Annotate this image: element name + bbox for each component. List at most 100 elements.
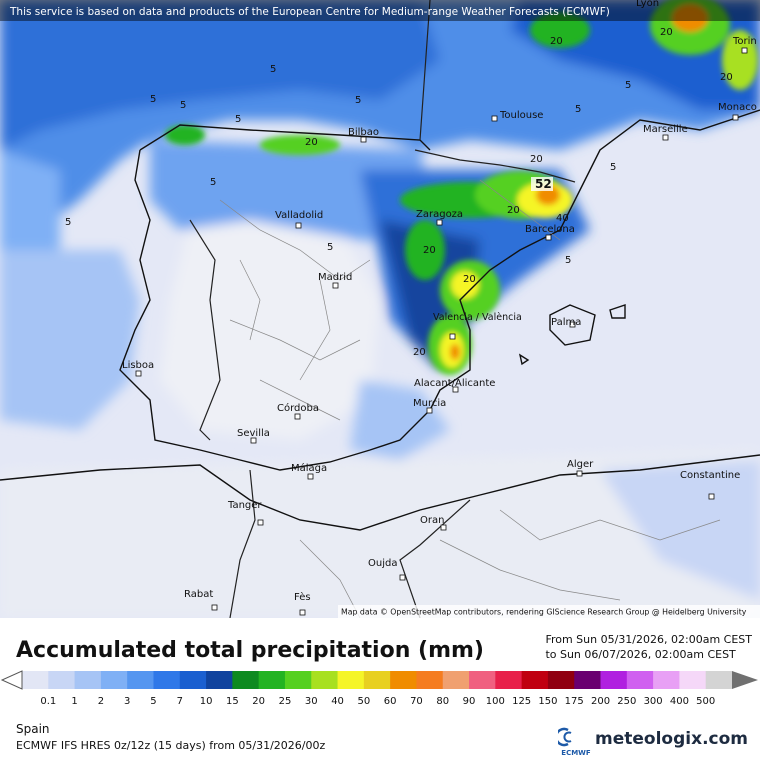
colorbar-swatch (600, 671, 628, 689)
svg-text:Fès: Fès (294, 591, 311, 603)
city-lisboa: Lisboa (122, 360, 154, 377)
contour-label: 5 (610, 162, 616, 173)
colorbar-swatch (653, 671, 680, 689)
colorbar-swatch (206, 671, 233, 689)
colorbar-tick-label: 40 (331, 696, 344, 707)
contour-label: 40 (556, 213, 569, 224)
colorbar-swatch (547, 671, 575, 689)
colorbar-swatch (179, 671, 207, 689)
city-labels: Bilbao Toulouse Marseille Monaco Torin L… (122, 0, 757, 616)
contour-label: 5 (65, 217, 71, 228)
max-value-label: 52 (535, 177, 552, 191)
contour-label: 20 (530, 154, 543, 165)
svg-text:Oran: Oran (420, 515, 444, 526)
svg-text:Zaragoza: Zaragoza (416, 209, 463, 220)
contour-label: 20 (720, 72, 733, 83)
svg-text:Marseille: Marseille (643, 124, 688, 135)
contour-label: 20 (507, 205, 520, 216)
colorbar-swatch (495, 671, 523, 689)
contour-label: 5 (150, 94, 156, 105)
contour-label: 5 (355, 95, 361, 106)
colorbar-tick-label: 0.1 (40, 696, 56, 707)
contour-labels: 5 5 5 5 5 5 5 5 5 5 5 5 20 20 20 20 20 2… (65, 27, 733, 358)
svg-text:Lisboa: Lisboa (122, 360, 154, 371)
colorbar: 0.1 1 2 3 5 7 10 15 20 25 30 40 50 60 70 80 90 100 125 150 1… (0, 670, 758, 707)
brand-text[interactable]: meteologix.com (595, 729, 748, 749)
colorbar-swatch (679, 671, 707, 689)
contour-label: 20 (423, 245, 436, 256)
colorbar-tick-label: 70 (410, 696, 423, 707)
region-label: Spain (16, 722, 50, 736)
colorbar-swatch (284, 671, 312, 689)
date-range: From Sun 05/31/2026, 02:00am CEST to Sun… (545, 632, 752, 662)
colorbar-tick-label: 30 (305, 696, 318, 707)
colorbar-tick-label: 20 (252, 696, 265, 707)
colorbar-swatch (311, 671, 339, 689)
colorbar-tick-label: 25 (279, 696, 292, 707)
city-rabat: Rabat (184, 589, 218, 611)
model-info: ECMWF IFS HRES 0z/12z (15 days) from 05/… (16, 739, 326, 752)
contour-label: 20 (463, 274, 476, 285)
contour-label: 20 (413, 347, 426, 358)
banner-background (0, 0, 760, 21)
map-canvas: 5 5 5 5 5 5 5 5 5 5 5 5 20 20 20 20 20 2… (0, 0, 760, 619)
svg-text:Barcelona: Barcelona (525, 224, 575, 235)
colorbar-swatch (100, 671, 128, 689)
city-murcia: Murcia (413, 398, 446, 414)
colorbar-tick-label: 5 (150, 696, 156, 707)
city-madrid: Madrid (318, 272, 352, 289)
city-monaco: Monaco (718, 102, 757, 121)
svg-text:Sevilla: Sevilla (237, 428, 270, 439)
colorbar-swatch (469, 671, 496, 689)
colorbar-tick-label: 2 (98, 696, 104, 707)
ecmwf-banner: This service is based on data and produc… (9, 6, 610, 18)
colorbar-tick-label: 175 (565, 696, 584, 707)
colorbar-tick-label: 7 (177, 696, 183, 707)
city-alicante: Alacant/Alicante (414, 378, 495, 393)
svg-text:Murcia: Murcia (413, 398, 446, 409)
colorbar-tick-label: 250 (617, 696, 636, 707)
city-palma: Palma (551, 317, 581, 328)
colorbar-swatch (390, 671, 417, 689)
city-valladolid: Valladolid (275, 210, 323, 229)
contour-label: 5 (625, 80, 631, 91)
colorbar-tick-label: 100 (486, 696, 505, 707)
colorbar-tick-label: 300 (644, 696, 663, 707)
svg-text:Palma: Palma (551, 317, 581, 328)
colorbar-swatch (626, 671, 654, 689)
svg-text:Alacant/Alicante: Alacant/Alicante (414, 378, 495, 389)
ecmwf-logo: ECMWF (558, 727, 591, 757)
city-tanger: Tanger (227, 500, 264, 526)
city-bilbao: Bilbao (348, 127, 379, 143)
legend-footer: Accumulated total precipitation (mm) Fro… (0, 618, 760, 760)
city-zaragoza: Zaragoza (416, 209, 463, 226)
city-oran: Oran (420, 515, 447, 531)
svg-text:Oujda: Oujda (368, 558, 397, 569)
colorbar-tick-label: 150 (538, 696, 557, 707)
colorbar-swatch (22, 671, 49, 689)
contour-label: 5 (270, 64, 276, 75)
svg-text:Valladolid: Valladolid (275, 210, 323, 221)
colorbar-swatch (153, 671, 181, 689)
colorbar-swatch (574, 671, 602, 689)
city-sevilla: Sevilla (237, 428, 270, 444)
colorbar-swatch (48, 671, 76, 689)
colorbar-tick-label: 500 (696, 696, 715, 707)
svg-text:Lyon: Lyon (636, 0, 659, 9)
city-fes: Fès (294, 591, 311, 616)
colorbar-tick-label: 15 (226, 696, 239, 707)
contour-label: 5 (327, 242, 333, 253)
svg-text:Rabat: Rabat (184, 589, 213, 600)
city-marseille: Marseille (643, 124, 688, 141)
ecmwf-logo-text: ECMWF (561, 749, 591, 757)
colorbar-swatch (521, 671, 549, 689)
city-cordoba: Córdoba (277, 402, 319, 420)
colorbar-tick-label: 90 (463, 696, 476, 707)
svg-text:Alger: Alger (567, 459, 594, 470)
colorbar-tick-label: 200 (591, 696, 610, 707)
svg-text:Bilbao: Bilbao (348, 127, 379, 138)
city-torin: Torin (732, 36, 757, 54)
colorbar-swatch (337, 671, 365, 689)
attribution-background (338, 605, 760, 618)
meteologix-brand[interactable]: meteologix.com (595, 729, 748, 749)
